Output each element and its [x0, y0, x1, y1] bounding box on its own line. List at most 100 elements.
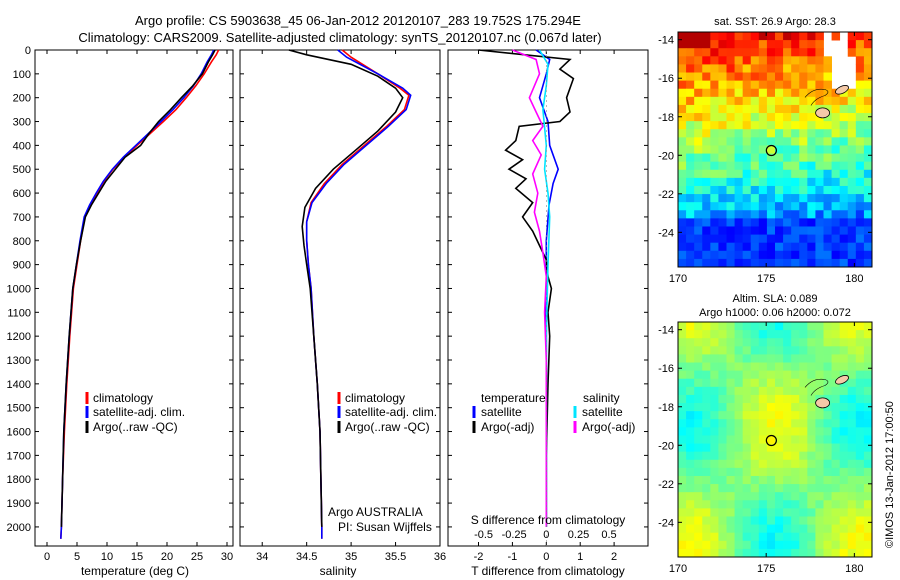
- heatmap-cell: [807, 443, 816, 453]
- heatmap-cell: [863, 435, 873, 444]
- heatmap-cell: [702, 242, 711, 252]
- heatmap-cell: [807, 32, 816, 41]
- heatmap-cell: [726, 322, 735, 331]
- heatmap-cell: [855, 104, 865, 114]
- heatmap-cell: [734, 459, 744, 469]
- heatmap-cell: [710, 524, 719, 534]
- heatmap-cell: [750, 322, 760, 331]
- depth-tick-label: 1500: [7, 403, 31, 415]
- heatmap-cell: [863, 40, 873, 49]
- heatmap-cell: [855, 386, 865, 396]
- heatmap-cell: [807, 403, 816, 412]
- heatmap-cell: [863, 234, 873, 244]
- heatmap-cell: [734, 322, 744, 331]
- heatmap-cell: [726, 532, 735, 542]
- heatmap-cell: [750, 532, 760, 542]
- heatmap-cell: [791, 362, 800, 372]
- heatmap-cell: [742, 48, 752, 57]
- heatmap-cell: [678, 427, 687, 436]
- heatmap-cell: [807, 338, 816, 347]
- heatmap-cell: [710, 443, 719, 453]
- heatmap-cell: [726, 443, 735, 453]
- heatmap-cell: [807, 362, 816, 372]
- heatmap-cell: [863, 451, 873, 461]
- heatmap-cell: [694, 88, 703, 98]
- heatmap-cell: [791, 427, 800, 436]
- heatmap-cell: [815, 508, 824, 517]
- heatmap-cell: [823, 250, 832, 260]
- heatmap-cell: [718, 145, 727, 154]
- heatmap-cell: [855, 467, 865, 477]
- heatmap-cell: [742, 250, 752, 260]
- heatmap-cell: [726, 516, 735, 525]
- heatmap-cell: [702, 121, 711, 130]
- heatmap-cell: [750, 242, 760, 252]
- heatmap-cell: [758, 484, 768, 493]
- heatmap-cell: [783, 169, 792, 179]
- heatmap-cell: [831, 210, 841, 219]
- heatmap-cell: [678, 104, 687, 114]
- heatmap-cell: [742, 427, 752, 436]
- heatmap-cell: [750, 354, 760, 363]
- heatmap-cell: [791, 435, 800, 444]
- heatmap-cell: [686, 40, 695, 49]
- heatmap-cell: [823, 185, 832, 195]
- heatmap-cell: [766, 500, 776, 509]
- heatmap-cell: [831, 218, 841, 227]
- heatmap-cell: [791, 104, 800, 114]
- heatmap-cell: [694, 330, 703, 339]
- heatmap-cell: [726, 194, 735, 203]
- heatmap-cell: [758, 258, 768, 268]
- heatmap-cell: [686, 378, 695, 388]
- heatmap-cell: [807, 322, 816, 331]
- heatmap-cell: [775, 427, 784, 436]
- heatmap-cell: [807, 210, 816, 219]
- heatmap-cell: [831, 194, 841, 203]
- heatmap-cell: [855, 210, 865, 219]
- depth-tick-label: 1300: [7, 355, 31, 367]
- heatmap-cell: [710, 169, 719, 179]
- heatmap-cell: [726, 137, 735, 146]
- heatmap-cell: [718, 169, 727, 179]
- heatmap-cell: [742, 218, 752, 227]
- heatmap-cell: [815, 242, 824, 252]
- heatmap-cell: [799, 451, 808, 461]
- heatmap-cell: [718, 185, 727, 195]
- heatmap-cell: [855, 508, 865, 517]
- heatmap-cell: [766, 210, 776, 219]
- heatmap-cell: [734, 258, 744, 268]
- heatmap-cell: [799, 330, 808, 339]
- heatmap-cell: [742, 161, 752, 171]
- heatmap-cell: [807, 96, 816, 106]
- heatmap-cell: [694, 137, 703, 146]
- heatmap-cell: [694, 451, 703, 461]
- heatmap-cell: [799, 322, 808, 331]
- heatmap-cell: [855, 362, 865, 372]
- heatmap-cell: [766, 80, 776, 90]
- heatmap-cell: [799, 516, 808, 525]
- heatmap-cell: [791, 177, 800, 187]
- heatmap-cell: [775, 121, 784, 130]
- depth-tick-label: 100: [13, 69, 31, 81]
- header-line-1: Argo profile: CS 5903638_45 06-Jan-2012 …: [135, 13, 581, 28]
- heatmap-cell: [783, 185, 792, 195]
- heatmap-cell: [686, 411, 695, 420]
- sst-map-axes: -14 -16 -18 -20 -22 -24 170 175 180: [658, 32, 872, 285]
- heatmap-cell: [686, 540, 695, 550]
- heatmap-cell: [758, 226, 768, 235]
- heatmap-cell: [750, 548, 760, 558]
- heatmap-cell: [710, 242, 719, 252]
- heatmap-cell: [783, 338, 792, 347]
- heatmap-cell: [686, 185, 695, 195]
- heatmap-cell: [726, 64, 735, 73]
- heatmap-cell: [718, 258, 727, 268]
- heatmap-cell: [750, 113, 760, 122]
- heatmap-cell: [863, 411, 873, 420]
- heatmap-cell: [775, 177, 784, 187]
- heatmap-cell: [855, 394, 865, 404]
- heatmap-cell: [694, 475, 703, 485]
- heatmap-cell: [758, 443, 768, 453]
- heatmap-cell: [863, 137, 873, 146]
- heatmap-cell: [694, 540, 703, 550]
- heatmap-cell: [791, 403, 800, 412]
